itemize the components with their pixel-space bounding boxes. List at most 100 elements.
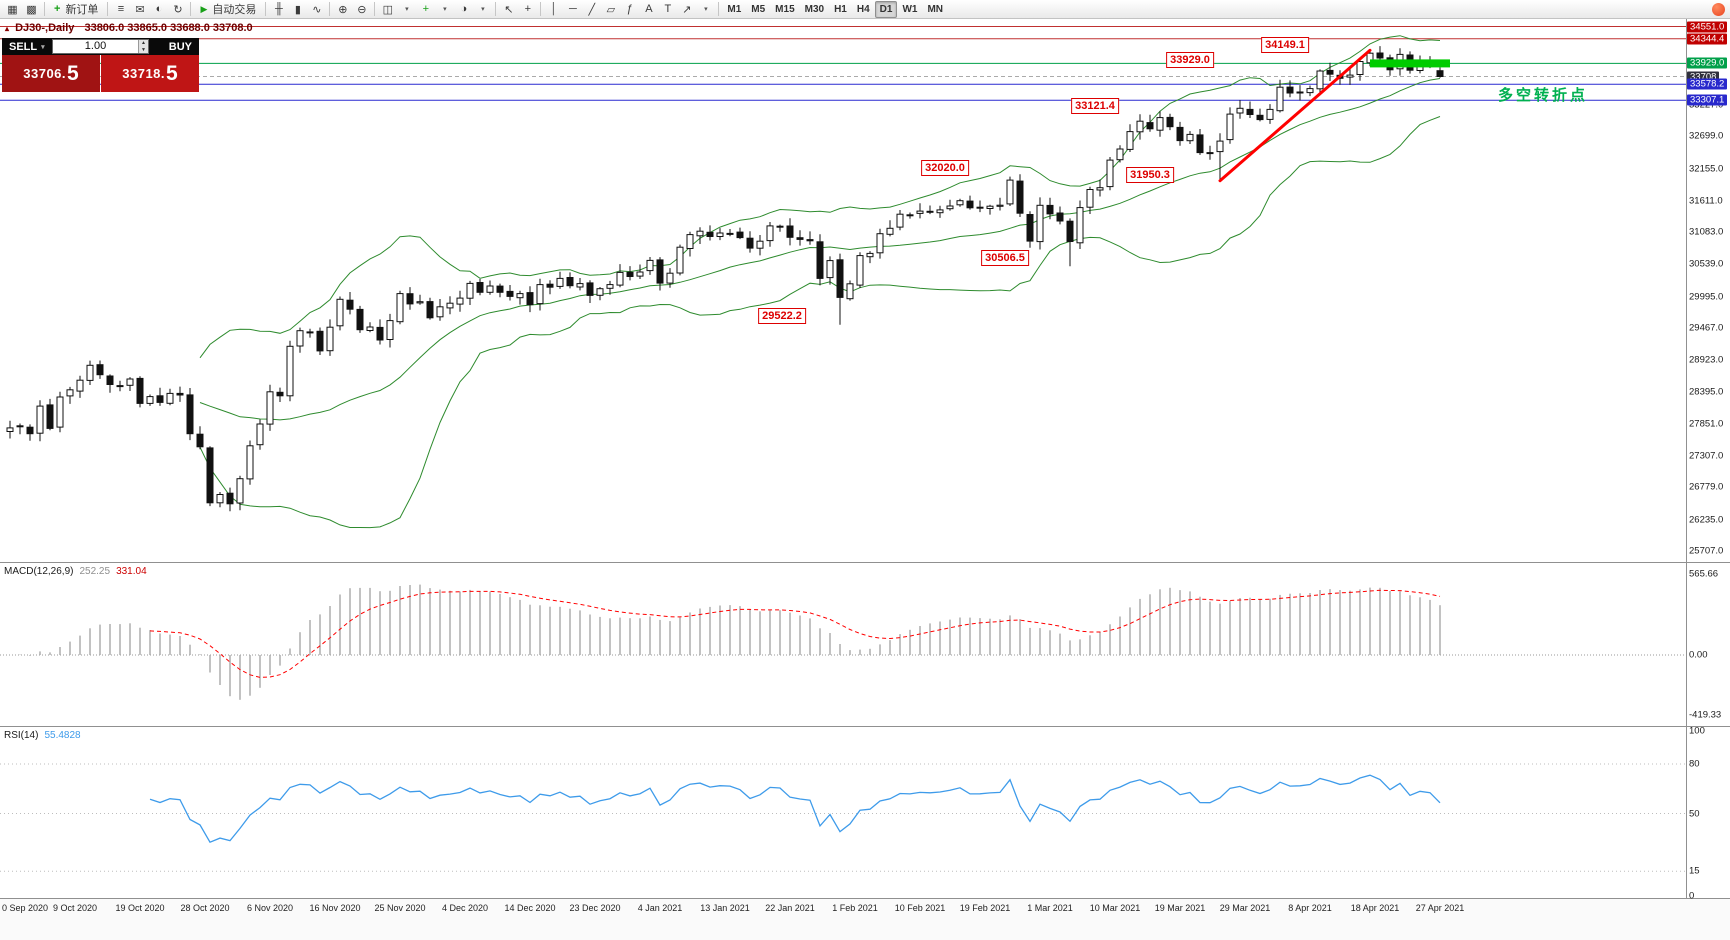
price-callout[interactable]: 32020.0 bbox=[921, 159, 969, 176]
timeframe-m30[interactable]: M30 bbox=[804, 3, 825, 15]
timeframe-h1[interactable]: H1 bbox=[834, 3, 847, 15]
stepper-up-icon[interactable]: ▲ bbox=[141, 40, 146, 46]
pane-divider bbox=[0, 898, 1730, 899]
price-axis-label: 27851.0 bbox=[1689, 418, 1724, 430]
candlestick-chart-icon[interactable]: ▮ bbox=[294, 3, 301, 16]
timeframe-m1[interactable]: M1 bbox=[727, 3, 742, 15]
vertical-line-icon[interactable]: │ bbox=[550, 3, 558, 15]
price-axis-label: 31083.0 bbox=[1689, 226, 1724, 238]
timeframe-w1[interactable]: W1 bbox=[902, 3, 918, 15]
price-axis-label: 33578.2 bbox=[1687, 78, 1728, 90]
main-chart-canvas[interactable] bbox=[0, 18, 1686, 562]
auto-trading-button[interactable]: ▶ 自动交易 bbox=[194, 1, 262, 18]
price-axis-label: 26235.0 bbox=[1689, 514, 1724, 526]
timeframe-m15[interactable]: M15 bbox=[775, 3, 795, 15]
cursor-icon[interactable]: ↖ bbox=[504, 3, 514, 16]
time-axis-label: 25 Nov 2020 bbox=[374, 903, 426, 913]
periods-icon[interactable]: ◑ bbox=[460, 3, 468, 15]
volume-input[interactable]: 1.00 ▲ ▼ bbox=[52, 39, 149, 54]
time-axis-label: 0 Sep 2020 bbox=[2, 903, 49, 913]
data-window-icon[interactable]: ✉ bbox=[135, 3, 145, 16]
horizontal-line-icon[interactable]: ─ bbox=[568, 3, 577, 15]
time-axis-label: 10 Feb 2021 bbox=[894, 903, 946, 913]
price-callout[interactable]: 33121.4 bbox=[1071, 98, 1119, 115]
toolbar-separator bbox=[107, 2, 109, 16]
rsi-pane-canvas[interactable] bbox=[0, 727, 1686, 898]
indicators-icon[interactable]: + bbox=[422, 3, 430, 15]
text-icon[interactable]: A bbox=[645, 3, 653, 15]
sell-price-pip: 5 bbox=[67, 62, 79, 85]
indicators-menu-caret[interactable]: ▾ bbox=[443, 6, 447, 13]
tile-windows-icon[interactable]: ◫ bbox=[382, 3, 394, 16]
time-axis-label: 27 Apr 2021 bbox=[1415, 903, 1465, 913]
bar-chart-icon[interactable]: ╫ bbox=[274, 3, 283, 15]
trade-panel-header: SELL ▾ 1.00 ▲ ▼ BUY bbox=[2, 38, 199, 55]
time-axis-label: 16 Nov 2020 bbox=[309, 903, 361, 913]
price-callout[interactable]: 31950.3 bbox=[1126, 166, 1174, 183]
price-axis-label: 31611.0 bbox=[1689, 195, 1723, 207]
time-axis-label: 22 Jan 2021 bbox=[765, 903, 815, 913]
time-axis-label: 13 Jan 2021 bbox=[700, 903, 750, 913]
pane-divider[interactable] bbox=[0, 726, 1730, 727]
chevron-down-icon: ▾ bbox=[41, 43, 45, 51]
stepper-down-icon[interactable]: ▼ bbox=[141, 46, 146, 53]
buy-price-pip: 5 bbox=[166, 62, 178, 85]
price-callout[interactable]: 34149.1 bbox=[1261, 37, 1309, 54]
button-label: 自动交易 bbox=[212, 4, 257, 16]
volume-stepper[interactable]: ▲ ▼ bbox=[138, 40, 148, 53]
arrow-object-icon[interactable]: ↗ bbox=[682, 3, 692, 16]
macd-pane-canvas[interactable] bbox=[0, 563, 1686, 726]
plus-icon: + bbox=[54, 3, 61, 15]
trendline-icon[interactable]: ╱ bbox=[588, 3, 596, 16]
sell-label: SELL bbox=[9, 40, 38, 53]
sell-price-button[interactable]: 33706. 5 bbox=[2, 55, 100, 92]
rsi-name: RSI(14) bbox=[4, 730, 39, 741]
market-watch-icon[interactable]: ≡ bbox=[117, 3, 125, 15]
navigator-icon[interactable]: ◐ bbox=[155, 3, 163, 15]
timeframe-mn[interactable]: MN bbox=[927, 3, 944, 15]
price-callout[interactable]: 29522.2 bbox=[758, 307, 806, 324]
time-axis-label: 19 Feb 2021 bbox=[959, 903, 1011, 913]
equidistant-channel-icon[interactable]: ▱ bbox=[606, 3, 616, 16]
chart-ohlc-values: 33806.0 33865.0 33688.0 33708.0 bbox=[84, 22, 253, 34]
price-callout[interactable]: 33929.0 bbox=[1166, 52, 1214, 69]
timeframe-h4[interactable]: H4 bbox=[856, 3, 870, 15]
time-axis-label: 1 Mar 2021 bbox=[1027, 903, 1073, 913]
notification-icon[interactable] bbox=[1712, 3, 1725, 16]
time-axis-label: 4 Dec 2020 bbox=[441, 903, 489, 913]
macd-main-value: 252.25 bbox=[79, 566, 111, 577]
price-axis-label: 29467.0 bbox=[1689, 322, 1724, 334]
one-click-collapse-icon[interactable]: ▴ bbox=[5, 24, 10, 33]
buy-price-button[interactable]: 33718. 5 bbox=[101, 55, 199, 92]
buy-order-button[interactable]: BUY bbox=[149, 38, 199, 55]
zoom-in-icon[interactable]: ⊕ bbox=[338, 3, 348, 16]
profiles-menu-caret[interactable]: ▾ bbox=[405, 6, 409, 13]
timeframe-d1[interactable]: D1 bbox=[874, 0, 898, 18]
buy-label: BUY bbox=[168, 40, 192, 53]
line-chart-icon[interactable]: ∿ bbox=[312, 3, 322, 16]
crosshair-icon[interactable]: + bbox=[524, 3, 532, 15]
price-axis-label: 28923.0 bbox=[1689, 354, 1724, 366]
refresh-icon[interactable]: ↻ bbox=[173, 3, 183, 16]
price-axis[interactable]: 33227.032699.032155.031611.031083.030539… bbox=[1687, 0, 1730, 940]
new-order-button[interactable]: + 新订单 bbox=[48, 1, 104, 18]
objects-menu-caret[interactable]: ▾ bbox=[704, 6, 708, 13]
fibonacci-icon[interactable]: ƒ bbox=[626, 3, 633, 15]
price-axis-label: 29995.0 bbox=[1689, 291, 1724, 303]
price-axis-label: 100 bbox=[1689, 725, 1705, 737]
zoom-out-icon[interactable]: ⊖ bbox=[357, 3, 367, 16]
volume-value[interactable]: 1.00 bbox=[84, 40, 107, 52]
price-callout[interactable]: 30506.5 bbox=[981, 250, 1029, 267]
pane-divider[interactable] bbox=[0, 562, 1730, 563]
periods-menu-caret[interactable]: ▾ bbox=[481, 6, 485, 13]
chart-profiles-icon[interactable]: ▩ bbox=[26, 3, 37, 16]
time-axis[interactable]: 0 Sep 2020 9 Oct 2020 19 Oct 2020 28 Oct 20… bbox=[0, 899, 1730, 940]
price-axis-label: 0.00 bbox=[1689, 649, 1708, 661]
timeframe-m5[interactable]: M5 bbox=[751, 3, 766, 15]
text-label-icon[interactable]: T bbox=[664, 3, 672, 15]
price-axis-label: 33307.1 bbox=[1687, 94, 1728, 106]
new-chart-icon[interactable]: ▦ bbox=[7, 3, 18, 16]
chinese-annotation-text[interactable]: 多空转折点 bbox=[1498, 87, 1589, 104]
price-axis-label: 33929.0 bbox=[1687, 57, 1728, 69]
sell-order-button[interactable]: SELL ▾ bbox=[2, 38, 52, 55]
